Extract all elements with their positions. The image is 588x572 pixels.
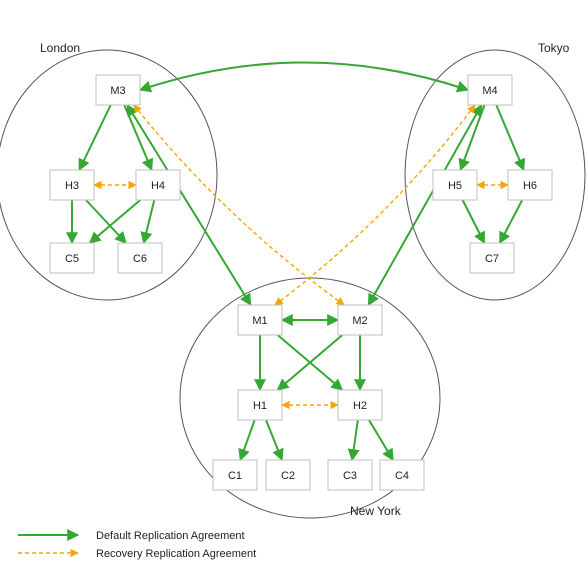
node-label-M2: M2 [352, 315, 367, 327]
node-H6: H6 [508, 170, 552, 200]
node-C7: C7 [470, 243, 514, 273]
edge-H1-C2 [266, 420, 282, 460]
node-label-H5: H5 [448, 180, 462, 192]
legend-label-recovery: Recovery Replication Agreement [96, 548, 256, 560]
node-C1: C1 [213, 460, 257, 490]
edge-H4-C5 [90, 200, 141, 243]
edge-H1-C1 [240, 420, 254, 460]
node-H4: H4 [136, 170, 180, 200]
edge-M3-M1 [127, 105, 250, 305]
site-label-tokyo: Tokyo [538, 41, 570, 55]
node-label-H1: H1 [253, 400, 267, 412]
node-label-H2: H2 [353, 400, 367, 412]
node-label-H3: H3 [65, 180, 79, 192]
nodes-layer: M3 H3 H4 C5 C6 M4 H5 H6 C7 M1 M2 H1 H2 C1 C2 C3 C4 [50, 75, 552, 490]
sites-layer: London Tokyo New York [0, 41, 585, 518]
node-label-M1: M1 [252, 315, 267, 327]
node-label-C3: C3 [343, 470, 357, 482]
node-H1: H1 [238, 390, 282, 420]
node-label-H4: H4 [151, 180, 165, 192]
site-label-london: London [40, 41, 80, 55]
node-C3: C3 [328, 460, 372, 490]
node-M4: M4 [468, 75, 512, 105]
edge-M4-H6 [496, 105, 523, 170]
node-C4: C4 [380, 460, 424, 490]
edge-H4-C6 [144, 200, 155, 243]
edge-M3-M2 [134, 105, 344, 305]
node-C5: C5 [50, 243, 94, 273]
node-label-M4: M4 [482, 85, 497, 97]
node-label-M3: M3 [110, 85, 125, 97]
edge-M3-H3 [79, 105, 110, 170]
edge-H2-C3 [352, 420, 358, 460]
node-C2: C2 [266, 460, 310, 490]
legend: Default Replication Agreement Recovery Re… [18, 530, 256, 560]
node-M1: M1 [238, 305, 282, 335]
edge-H2-C4 [369, 420, 393, 460]
node-M2: M2 [338, 305, 382, 335]
edge-M3-M4 [140, 63, 468, 91]
node-label-H6: H6 [523, 180, 537, 192]
edge-H6-C7 [500, 200, 522, 243]
edge-H5-C7 [463, 200, 485, 243]
node-label-C1: C1 [228, 470, 242, 482]
node-H5: H5 [433, 170, 477, 200]
node-H2: H2 [338, 390, 382, 420]
site-label-newyork: New York [350, 504, 402, 518]
node-label-C7: C7 [485, 253, 499, 265]
node-C6: C6 [118, 243, 162, 273]
node-label-C2: C2 [281, 470, 295, 482]
node-label-C4: C4 [395, 470, 409, 482]
node-label-C6: C6 [133, 253, 147, 265]
edge-H3-C6 [86, 200, 126, 243]
legend-label-default: Default Replication Agreement [96, 530, 245, 542]
node-label-C5: C5 [65, 253, 79, 265]
node-M3: M3 [96, 75, 140, 105]
node-H3: H3 [50, 170, 94, 200]
